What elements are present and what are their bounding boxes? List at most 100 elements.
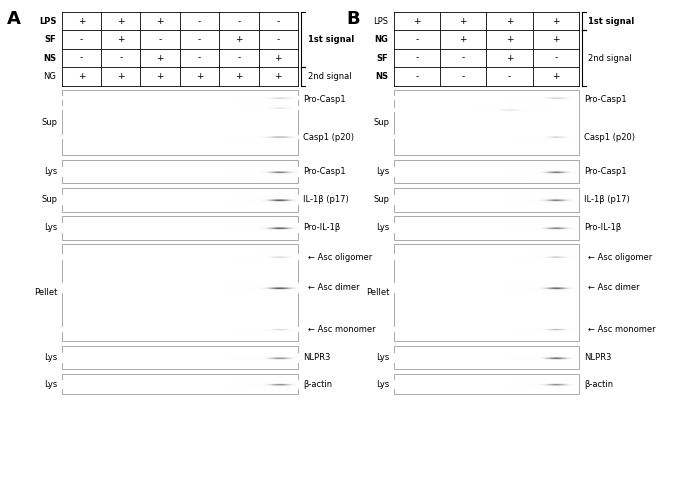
Text: β-actin: β-actin: [303, 380, 333, 389]
Text: +: +: [235, 72, 242, 81]
Text: +: +: [413, 17, 421, 26]
Text: +: +: [117, 72, 125, 81]
Text: LPS: LPS: [373, 17, 388, 26]
Text: Lys: Lys: [45, 353, 58, 362]
Bar: [394, 374, 579, 394]
Text: LPS: LPS: [39, 17, 56, 26]
Text: +: +: [552, 35, 560, 44]
Bar: [62, 160, 298, 183]
Text: B: B: [346, 10, 360, 28]
Bar: [62, 90, 298, 155]
Text: +: +: [156, 17, 164, 26]
Bar: [394, 160, 579, 183]
Text: +: +: [117, 35, 125, 44]
Text: -: -: [158, 35, 162, 44]
Text: ← Asc dimer: ← Asc dimer: [308, 284, 359, 292]
Text: Lys: Lys: [377, 224, 390, 232]
Text: NLPR3: NLPR3: [584, 353, 612, 362]
Text: -: -: [119, 54, 123, 62]
Text: Pellet: Pellet: [366, 288, 390, 297]
Text: +: +: [156, 54, 164, 62]
Text: -: -: [237, 17, 240, 26]
Text: Sup: Sup: [42, 118, 58, 127]
Text: IL-1β (p17): IL-1β (p17): [303, 196, 349, 204]
Text: -: -: [277, 35, 280, 44]
Text: -: -: [237, 54, 240, 62]
Text: +: +: [460, 35, 467, 44]
Text: SF: SF: [377, 54, 388, 62]
Text: +: +: [552, 17, 560, 26]
Text: ← Asc dimer: ← Asc dimer: [588, 284, 640, 292]
Text: Pro-IL-1β: Pro-IL-1β: [303, 224, 340, 232]
Text: 1st signal: 1st signal: [308, 35, 354, 44]
Text: β-actin: β-actin: [584, 380, 614, 389]
Bar: [62, 374, 298, 394]
Text: +: +: [117, 17, 125, 26]
Text: ← Asc monomer: ← Asc monomer: [308, 325, 375, 334]
Text: -: -: [198, 54, 201, 62]
Text: NS: NS: [375, 72, 388, 81]
Text: IL-1β (p17): IL-1β (p17): [584, 196, 630, 204]
Text: +: +: [77, 72, 85, 81]
Text: +: +: [156, 72, 164, 81]
Text: -: -: [198, 17, 201, 26]
Text: +: +: [196, 72, 203, 81]
Text: Lys: Lys: [45, 380, 58, 389]
Text: Pro-Casp1: Pro-Casp1: [584, 167, 627, 176]
Text: +: +: [460, 17, 467, 26]
Bar: [62, 188, 298, 212]
Text: NS: NS: [43, 54, 56, 62]
Text: -: -: [79, 35, 83, 44]
Text: Sup: Sup: [374, 196, 390, 204]
Text: +: +: [552, 72, 560, 81]
Text: Casp1 (p20): Casp1 (p20): [584, 133, 635, 141]
Text: Pro-Casp1: Pro-Casp1: [303, 167, 346, 176]
Text: A: A: [7, 10, 21, 28]
Text: +: +: [506, 17, 513, 26]
Text: NG: NG: [43, 72, 56, 81]
Text: Pellet: Pellet: [34, 288, 58, 297]
Text: NLPR3: NLPR3: [303, 353, 331, 362]
Text: Sup: Sup: [42, 196, 58, 204]
Bar: [62, 244, 298, 341]
Text: 1st signal: 1st signal: [588, 17, 635, 26]
Text: 2nd signal: 2nd signal: [308, 72, 351, 81]
Text: ← Asc oligomer: ← Asc oligomer: [588, 253, 653, 261]
Text: Lys: Lys: [45, 167, 58, 176]
Text: -: -: [198, 35, 201, 44]
Text: ← Asc monomer: ← Asc monomer: [588, 325, 656, 334]
Text: -: -: [415, 35, 419, 44]
Text: -: -: [462, 72, 465, 81]
Text: +: +: [77, 17, 85, 26]
Text: +: +: [506, 35, 513, 44]
Bar: [394, 90, 579, 155]
Text: Pro-Casp1: Pro-Casp1: [584, 95, 627, 105]
Text: Lys: Lys: [377, 167, 390, 176]
Text: -: -: [554, 54, 558, 62]
Text: -: -: [462, 54, 465, 62]
Text: Casp1 (p20): Casp1 (p20): [303, 133, 354, 141]
Bar: [62, 216, 298, 240]
Bar: [62, 346, 298, 369]
Text: +: +: [275, 72, 282, 81]
Text: NG: NG: [375, 35, 388, 44]
Text: Lys: Lys: [377, 380, 390, 389]
Text: -: -: [79, 54, 83, 62]
Text: Pro-IL-1β: Pro-IL-1β: [584, 224, 621, 232]
Text: +: +: [275, 54, 282, 62]
Text: -: -: [415, 54, 419, 62]
Text: +: +: [235, 35, 242, 44]
Bar: [394, 346, 579, 369]
Text: 2nd signal: 2nd signal: [588, 54, 632, 62]
Bar: [394, 188, 579, 212]
Text: ← Asc oligomer: ← Asc oligomer: [308, 253, 372, 261]
Text: -: -: [415, 72, 419, 81]
Text: SF: SF: [45, 35, 56, 44]
Text: -: -: [508, 72, 511, 81]
Text: Lys: Lys: [45, 224, 58, 232]
Text: +: +: [506, 54, 513, 62]
Bar: [394, 244, 579, 341]
Text: Sup: Sup: [374, 118, 390, 127]
Text: Lys: Lys: [377, 353, 390, 362]
Bar: [394, 216, 579, 240]
